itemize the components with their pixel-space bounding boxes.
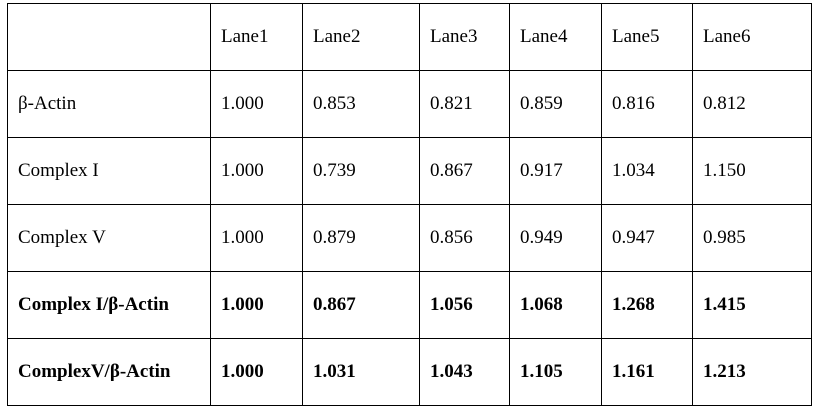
table-row: Complex I 1.000 0.739 0.867 0.917 1.034 1.150 xyxy=(7,137,812,205)
value-cell: 1.056 xyxy=(419,271,510,339)
value-cell: 0.985 xyxy=(692,204,812,272)
value-cell: 0.812 xyxy=(692,70,812,138)
header-cell: Lane3 xyxy=(419,3,510,71)
row-label: Complex I xyxy=(7,137,211,205)
header-cell: Lane6 xyxy=(692,3,812,71)
value-cell: 1.000 xyxy=(210,338,303,406)
value-cell: 0.917 xyxy=(509,137,602,205)
value-cell: 0.867 xyxy=(302,271,420,339)
table-row: Complex I/β-Actin 1.000 0.867 1.056 1.068 1.2… xyxy=(7,271,812,339)
value-cell: 0.853 xyxy=(302,70,420,138)
value-cell: 1.000 xyxy=(210,271,303,339)
value-cell: 1.415 xyxy=(692,271,812,339)
table-row: β-Actin 1.000 0.853 0.821 0.859 0.816 0.812 xyxy=(7,70,812,138)
value-cell: 0.856 xyxy=(419,204,510,272)
table-row: ComplexV/β-Actin 1.000 1.031 1.043 1.105 1.16… xyxy=(7,338,812,406)
value-cell: 0.947 xyxy=(601,204,693,272)
header-cell: Lane4 xyxy=(509,3,602,71)
header-cell: Lane5 xyxy=(601,3,693,71)
value-cell: 1.034 xyxy=(601,137,693,205)
value-cell: 1.000 xyxy=(210,204,303,272)
value-cell: 1.031 xyxy=(302,338,420,406)
value-cell: 0.949 xyxy=(509,204,602,272)
header-cell: Lane2 xyxy=(302,3,420,71)
row-label: Complex V xyxy=(7,204,211,272)
value-cell: 1.213 xyxy=(692,338,812,406)
value-cell: 1.268 xyxy=(601,271,693,339)
row-label: ComplexV/β-Actin xyxy=(7,338,211,406)
value-cell: 1.105 xyxy=(509,338,602,406)
table-row: Complex V 1.000 0.879 0.856 0.949 0.947 0.985 xyxy=(7,204,812,272)
header-corner-cell xyxy=(7,3,211,71)
value-cell: 0.816 xyxy=(601,70,693,138)
value-cell: 1.000 xyxy=(210,70,303,138)
value-cell: 0.879 xyxy=(302,204,420,272)
lane-quantification-table: Lane1 Lane2 Lane3 Lane4 Lane5 Lane6 β-Actin 1.0… xyxy=(7,3,812,406)
value-cell: 1.000 xyxy=(210,137,303,205)
value-cell: 0.859 xyxy=(509,70,602,138)
value-cell: 0.867 xyxy=(419,137,510,205)
value-cell: 0.821 xyxy=(419,70,510,138)
row-label: β-Actin xyxy=(7,70,211,138)
value-cell: 1.161 xyxy=(601,338,693,406)
value-cell: 1.150 xyxy=(692,137,812,205)
value-cell: 1.043 xyxy=(419,338,510,406)
value-cell: 0.739 xyxy=(302,137,420,205)
header-row: Lane1 Lane2 Lane3 Lane4 Lane5 Lane6 xyxy=(7,3,812,71)
value-cell: 1.068 xyxy=(509,271,602,339)
row-label: Complex I/β-Actin xyxy=(7,271,211,339)
header-cell: Lane1 xyxy=(210,3,303,71)
